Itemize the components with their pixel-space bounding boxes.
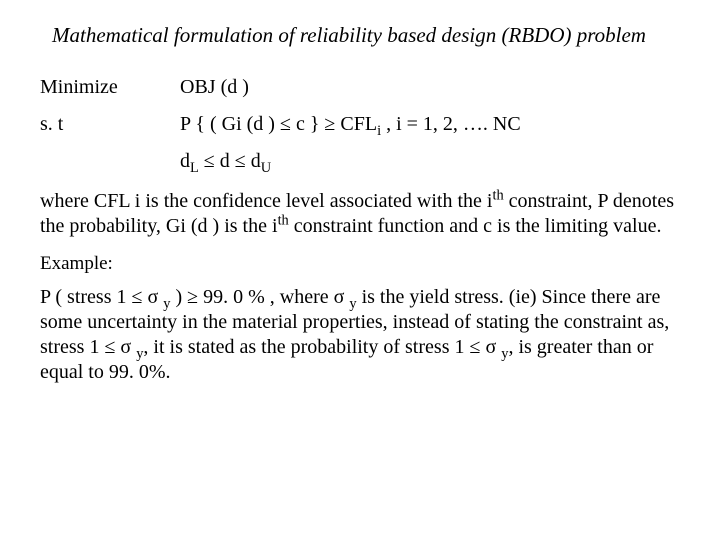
bounds-row: dL ≤ d ≤ dU <box>40 150 680 173</box>
minimize-row: Minimize OBJ (d ) <box>40 76 680 99</box>
bounds-U: U <box>261 160 271 176</box>
explain-p1: where CFL i is the confidence level asso… <box>40 190 492 212</box>
minimize-objective: OBJ (d ) <box>180 76 680 99</box>
ex-y2: y <box>349 296 356 312</box>
slide-page: Mathematical formulation of reliability … <box>0 0 720 385</box>
explain-th2: th <box>278 213 289 229</box>
explain-th1: th <box>492 188 503 204</box>
subject-to-row: s. t P { ( Gi (d ) ≤ c } ≥ CFLi , i = 1,… <box>40 113 680 136</box>
st-pre: P { ( Gi (d ) ≤ c } ≥ CFL <box>180 113 377 135</box>
bounds-mid: ≤ d ≤ d <box>199 150 261 172</box>
minimize-label: Minimize <box>40 76 180 99</box>
explain-p3: constraint function and c is the limitin… <box>289 215 662 237</box>
ex-t2: ) ≥ 99. 0 % , where σ <box>170 286 349 308</box>
ex-t1: P ( stress 1 ≤ σ <box>40 286 163 308</box>
explanation-paragraph: where CFL i is the confidence level asso… <box>40 189 680 239</box>
st-constraint: P { ( Gi (d ) ≤ c } ≥ CFLi , i = 1, 2, …… <box>180 113 680 136</box>
ex-t4: , it is stated as the probability of str… <box>143 336 501 358</box>
example-label: Example: <box>40 253 680 275</box>
example-paragraph: P ( stress 1 ≤ σ y ) ≥ 99. 0 % , where σ… <box>40 285 680 385</box>
bounds-d1: d <box>180 150 190 172</box>
slide-title: Mathematical formulation of reliability … <box>40 22 680 48</box>
st-label: s. t <box>40 113 180 136</box>
bounds-L: L <box>190 160 199 176</box>
st-post: , i = 1, 2, …. NC <box>381 113 521 135</box>
formulation-block: Minimize OBJ (d ) s. t P { ( Gi (d ) ≤ c… <box>40 76 680 173</box>
